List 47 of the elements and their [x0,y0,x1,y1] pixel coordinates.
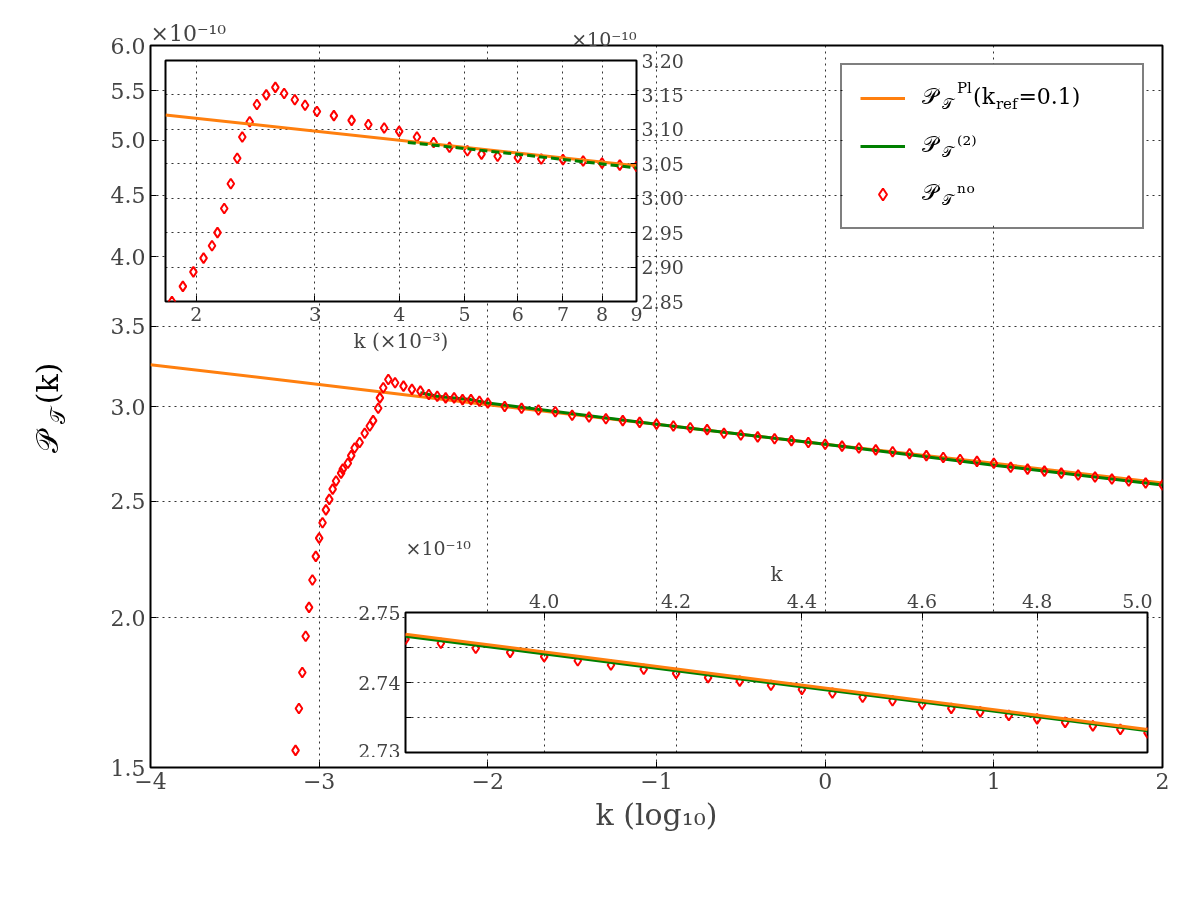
x-tick-label: 7 [556,302,569,325]
x-tick-label: −1 [640,768,673,794]
x-tick-label: −3 [302,768,336,794]
y-tick-label: 3.0 [110,394,146,420]
y-tick-label: 2.95 [641,221,684,244]
x-tick-label: 2 [190,302,203,325]
x-tick-label: 9 [630,302,643,325]
x-axis-title: k [770,561,784,586]
annotation: ×10⁻¹⁰ [405,536,472,559]
x-tick-label: 5.0 [1122,589,1153,612]
y-tick-label: 3.05 [641,152,684,175]
x-tick-label: 6 [511,302,524,325]
y-tick-label: 2.75 [358,601,401,624]
y-tick-label: 2.90 [641,256,684,279]
y-tick-label: 4.0 [110,244,146,270]
x-tick-label: 3 [308,302,322,325]
y-tick-label: 3.00 [641,187,684,210]
y-tick-label: 3.15 [641,83,684,106]
annotation: ×10⁻¹⁰ [150,20,227,46]
x-tick-label: 4.2 [660,589,692,612]
y-tick-label: 5.5 [110,78,146,104]
x-tick-label: −2 [471,768,505,794]
annotation: ×10⁻¹⁰ [571,27,637,50]
y-tick-label: 2.74 [358,671,401,694]
y-tick-label: 6.0 [110,33,146,59]
y-tick-label: 3.5 [110,314,146,340]
y-axis-title: 𝒫𝒯(k) [30,362,70,453]
x-tick-label: 5 [458,302,471,325]
y-tick-label: 2.0 [110,605,146,631]
y-tick-label: 4.5 [110,183,146,209]
x-tick-label: 8 [595,302,609,325]
y-tick-label: 2.5 [110,489,146,515]
x-tick-label: 2 [1155,768,1170,794]
y-tick-label: 3.20 [641,49,684,72]
x-tick-label: 4.4 [786,589,817,612]
x-tick-label: 4.6 [906,589,938,612]
x-tick-label: 4.0 [529,589,560,612]
y-tick-label: 2.85 [641,290,684,313]
y-tick-label: 5.0 [110,128,146,154]
x-tick-label: 4.8 [1022,589,1053,612]
x-axis-title: k (log₁₀) [595,796,718,832]
x-tick-label: 4 [393,302,406,325]
x-axis-title: k (×10⁻³) [353,328,449,353]
y-tick-label: 2.73 [358,739,401,762]
y-tick-label: 3.10 [641,118,684,141]
x-tick-label: 0 [818,768,833,794]
x-tick-label: 1 [986,768,1001,794]
